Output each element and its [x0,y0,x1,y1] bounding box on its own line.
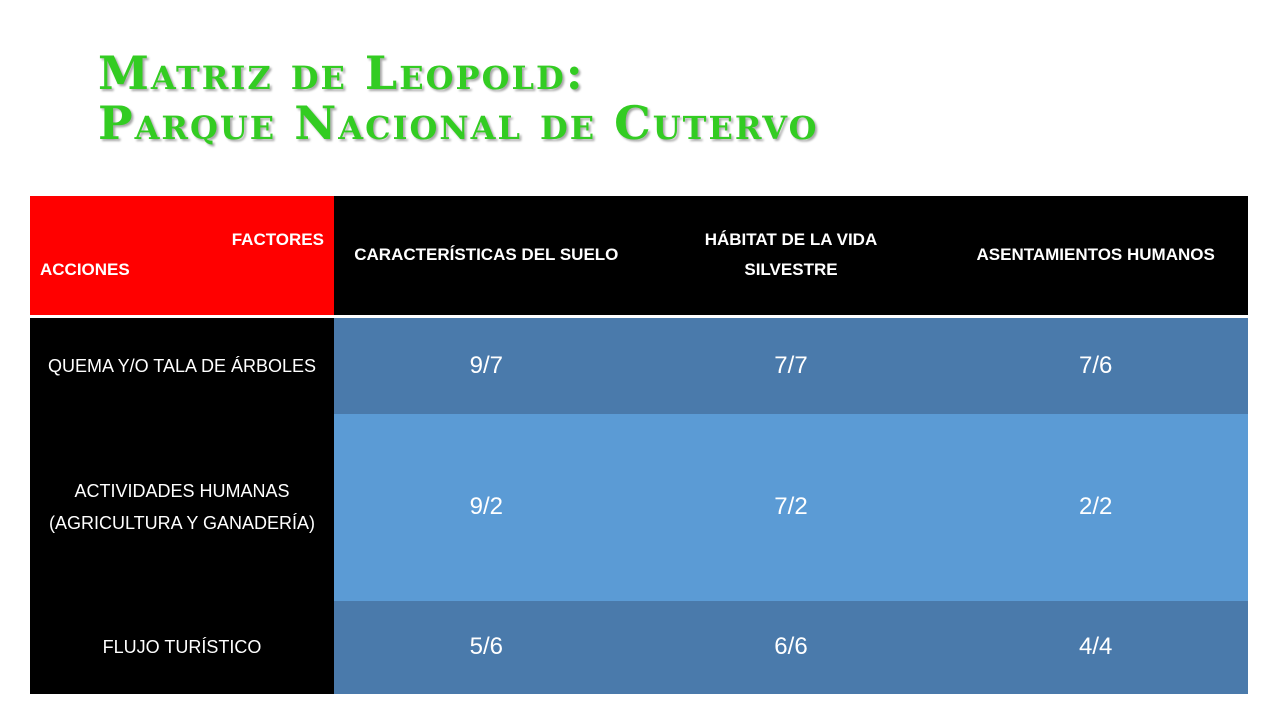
corner-acciones-label: ACCIONES [40,260,130,279]
table-row: ACTIVIDADES HUMANAS (AGRICULTURA Y GANAD… [30,413,1248,601]
table-cell: 6/6 [638,600,944,694]
table-cell: 7/7 [638,316,944,414]
table-cell: 9/7 [334,316,639,414]
leopold-matrix-table: FACTORES ACCIONES CARACTERÍSTICAS DEL SU… [30,196,1248,694]
corner-factores-label: FACTORES [231,230,324,249]
table-row: QUEMA Y/O TALA DE ÁRBOLES 9/7 7/7 7/6 [30,316,1248,414]
slide-title: Matriz de Leopold: Parque Nacional de Cu… [98,48,818,148]
title-line-2: Parque Nacional de Cutervo [98,96,819,150]
table-row: FLUJO TURÍSTICO 5/6 6/6 4/4 [30,600,1248,694]
column-header-asentamientos: ASENTAMIENTOS HUMANOS [943,196,1248,318]
column-header-habitat: HÁBITAT DE LA VIDA SILVESTRE [638,196,944,318]
row-header-quema: QUEMA Y/O TALA DE ÁRBOLES [30,316,334,414]
table-cell: 9/2 [334,413,639,601]
column-header-suelo: CARACTERÍSTICAS DEL SUELO [334,196,639,318]
row-header-actividades: ACTIVIDADES HUMANAS (AGRICULTURA Y GANAD… [30,413,334,601]
table-cell: 5/6 [334,600,639,694]
table-cell: 2/2 [943,413,1248,601]
table-cell: 7/6 [943,316,1248,414]
row-header-flujo: FLUJO TURÍSTICO [30,600,334,694]
corner-cell: FACTORES ACCIONES [30,196,334,318]
table-header-row: FACTORES ACCIONES CARACTERÍSTICAS DEL SU… [30,196,1248,318]
title-line-1: Matriz de Leopold: [98,46,585,100]
table-cell: 7/2 [638,413,944,601]
table-cell: 4/4 [943,600,1248,694]
